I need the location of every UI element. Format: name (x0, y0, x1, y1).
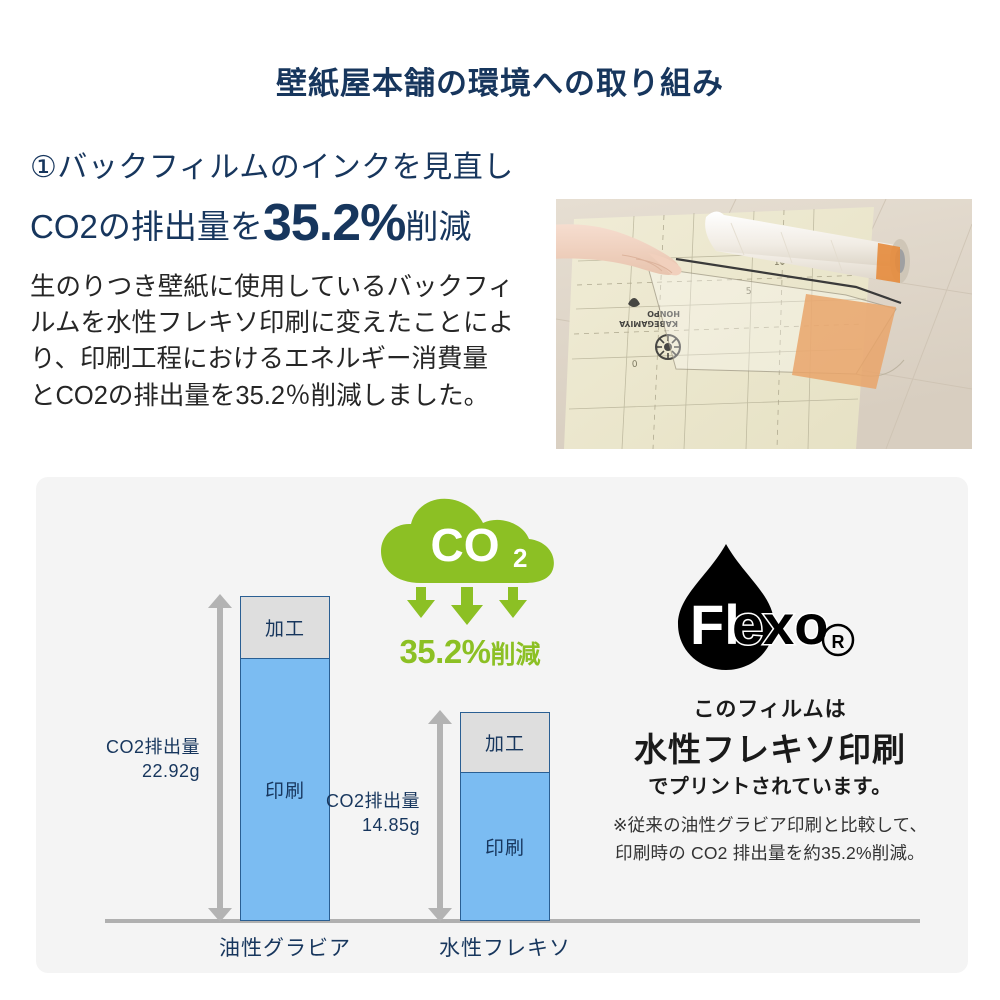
intro-heading-2-suffix: 削減 (405, 208, 472, 246)
bar-segment-insatsu: 印刷 (241, 659, 329, 920)
svg-text:CO: CO (431, 519, 500, 571)
bar-segment-insatsu: 印刷 (461, 773, 549, 920)
co2-cloud-icon: CO 2 (373, 495, 563, 625)
reduction-suffix: 削減 (490, 641, 541, 669)
measure-label-oil-gravure: CO2排出量 22.92g (70, 735, 200, 784)
svg-text:Fl: Fl (690, 593, 740, 656)
category-label-water-flexo: 水性フレキソ (439, 937, 571, 960)
reduction-value: 35.2% (399, 633, 491, 670)
intro-body: 生のりつき壁紙に使用しているバックフィ ルムを水性フレキソ印刷に変えたことによ … (30, 269, 550, 415)
svg-text:0: 0 (632, 360, 639, 370)
intro-body-line: 生のりつき壁紙に使用しているバックフィ (30, 272, 514, 301)
chart-baseline (105, 919, 920, 923)
arrow-up-icon (428, 710, 452, 724)
intro-body-line: ルムを水性フレキソ印刷に変えたことによ (30, 309, 514, 338)
svg-text:exo: exo (732, 593, 829, 656)
intro-heading-2-value: 35.2% (262, 194, 406, 253)
measure-title: CO2排出量 (105, 737, 200, 757)
intro-heading-2: CO2の排出量を35.2%削減 (30, 195, 550, 252)
flexo-logo: Fl exo R (648, 540, 878, 675)
measure-title: CO2排出量 (325, 791, 420, 811)
arrow-shaft (437, 722, 443, 910)
flexo-line-2: 水性フレキソ印刷 (634, 731, 906, 768)
flexo-note-1: ※従来の油性グラビア印刷と比較して、 (612, 815, 928, 835)
intro-heading-1: ①バックフィルムのインクを見直し (30, 151, 514, 184)
bar-segment-kakou: 加工 (241, 597, 329, 659)
measure-value: 14.85g (361, 815, 420, 836)
arrow-up-icon (208, 594, 232, 608)
intro-block: ①バックフィルムのインクを見直し CO2の排出量を35.2%削減 生のりつき壁紙… (30, 150, 550, 414)
svg-text:R: R (832, 632, 845, 652)
measure-arrow-water-flexo (427, 710, 453, 922)
flexo-line-3: でプリントされています。 (648, 776, 892, 798)
reduction-annotation: 35.2%削減 (360, 633, 580, 671)
bar-oil-gravure: 加工 印刷 (240, 596, 330, 921)
svg-text:2: 2 (513, 543, 527, 573)
measure-value: 22.92g (141, 761, 200, 782)
svg-text:5: 5 (746, 287, 752, 297)
svg-text:10: 10 (774, 257, 786, 268)
wallpaper-film-photo: 15 10 5 0 KABEGAMIYA HONPO (556, 199, 972, 449)
svg-text:HONPO: HONPO (647, 309, 680, 318)
bar-water-flexo: 加工 印刷 (460, 712, 550, 921)
measure-label-water-flexo: CO2排出量 14.85g (290, 789, 420, 838)
arrow-down-icon (428, 908, 452, 922)
intro-heading-2-prefix: CO2の排出量を (30, 208, 263, 246)
measure-arrow-oil-gravure (207, 594, 233, 922)
page-title: 壁紙屋本舗の環境への取り組み (276, 66, 724, 101)
flexo-note-2: 印刷時の CO2 排出量を約35.2%削減。 (615, 843, 925, 863)
category-label-oil-gravure: 油性グラビア (219, 937, 351, 960)
arrow-down-icon (208, 908, 232, 922)
svg-text:KABEGAMIYA: KABEGAMIYA (618, 319, 678, 328)
flexo-line-1: このフィルムは (693, 698, 847, 721)
intro-body-line: り、印刷工程におけるエネルギー消費量 (30, 345, 488, 374)
bar-segment-kakou: 加工 (461, 713, 549, 773)
intro-body-line: とCO2の排出量を35.2％削減しました。 (30, 381, 490, 410)
arrow-shaft (217, 606, 223, 910)
